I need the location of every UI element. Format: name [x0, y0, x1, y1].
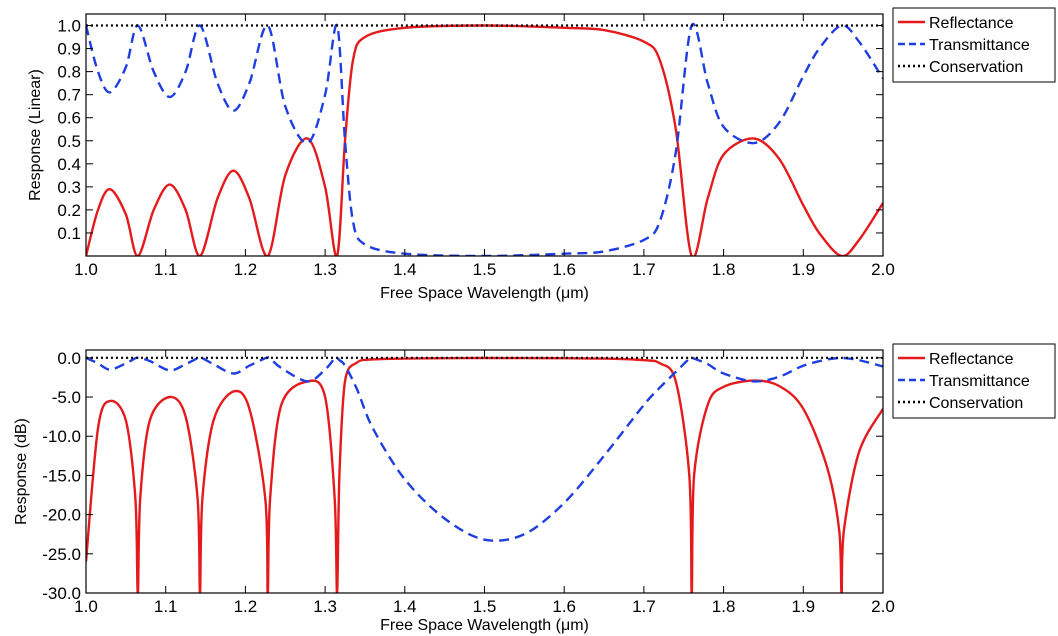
y-tick-label: 0.5 [57, 132, 81, 151]
legend-label-transmittance: Transmittance [929, 37, 1030, 54]
y-tick-label: -15.0 [42, 466, 81, 485]
y-tick-label: 0.3 [57, 178, 81, 197]
y-tick-label: 0.7 [57, 86, 81, 105]
y-tick-label: 0.6 [57, 109, 81, 128]
legend-label-conservation: Conservation [929, 59, 1023, 76]
series-group [86, 355, 883, 593]
x-tick-label: 1.3 [313, 260, 337, 279]
y-tick-label: 0.8 [57, 63, 81, 82]
legend: Reflectance Transmittance Conservation [892, 343, 1056, 419]
series-group [86, 22, 883, 256]
y-tick-label: -30.0 [42, 584, 81, 603]
x-tick-label: 2.0 [871, 260, 895, 279]
x-tick-label: 1.5 [473, 260, 497, 279]
x-tick-label: 2.0 [871, 597, 895, 616]
x-axis-label: Free Space Wavelength (μm) [380, 617, 589, 634]
x-tick-label: 1.2 [234, 260, 258, 279]
x-tick-label: 1.4 [393, 260, 417, 279]
chart-1: 1.0 1.1 1.2 1.3 1.4 1.5 1.6 1.7 1.8 1.9 2.0 0.1 0.2 0… [27, 7, 1056, 302]
chart-2: 1.0 1.1 1.2 1.3 1.4 1.5 1.6 1.7 1.8 1.9 2.0 0.0 -5.0… [13, 343, 1056, 634]
x-tick-label: 1.0 [74, 597, 98, 616]
x-tick-label: 1.8 [712, 597, 736, 616]
x-tick-label: 1.9 [791, 260, 815, 279]
y-tick-label: 1.0 [57, 17, 81, 36]
x-tick-label: 1.0 [74, 260, 98, 279]
x-tick-label: 1.1 [154, 260, 178, 279]
x-axis-label: Free Space Wavelength (μm) [380, 285, 589, 302]
plot-area [86, 14, 883, 256]
y-axis-label: Response (Linear) [27, 69, 44, 201]
series-reflectance-line [86, 24, 883, 256]
series-reflectance-line [86, 356, 883, 593]
x-tick-label: 1.4 [393, 597, 417, 616]
y-tick-label: 0.2 [57, 201, 81, 220]
y-tick-label: -25.0 [42, 545, 81, 564]
series-transmittance-line [86, 355, 883, 542]
y-axis-label: Response (dB) [13, 418, 30, 525]
y-tick-label: 0.1 [57, 224, 81, 243]
x-tick-label: 1.9 [791, 597, 815, 616]
x-tick-label: 1.6 [552, 260, 576, 279]
series-transmittance-line [86, 22, 883, 256]
y-tick-label: 0.9 [57, 40, 81, 59]
plot-area [86, 350, 883, 593]
x-tick-label: 1.2 [234, 597, 258, 616]
x-tick-label: 1.6 [552, 597, 576, 616]
x-tick-label: 1.5 [473, 597, 497, 616]
x-tick-label: 1.3 [313, 597, 337, 616]
y-tick-label: 0.4 [57, 155, 81, 174]
legend-label-reflectance: Reflectance [929, 351, 1014, 368]
y-tick-label: -10.0 [42, 427, 81, 446]
x-tick-label: 1.7 [632, 260, 656, 279]
x-tick-label: 1.1 [154, 597, 178, 616]
y-tick-label: -5.0 [52, 388, 81, 407]
y-tick-label: 0.0 [57, 349, 81, 368]
x-tick-label: 1.8 [712, 260, 736, 279]
legend-label-transmittance: Transmittance [929, 373, 1030, 390]
x-tick-label: 1.7 [632, 597, 656, 616]
legend-label-reflectance: Reflectance [929, 15, 1014, 32]
legend: Reflectance Transmittance Conservation [892, 7, 1056, 83]
legend-label-conservation: Conservation [929, 395, 1023, 412]
y-tick-label: -20.0 [42, 506, 81, 525]
